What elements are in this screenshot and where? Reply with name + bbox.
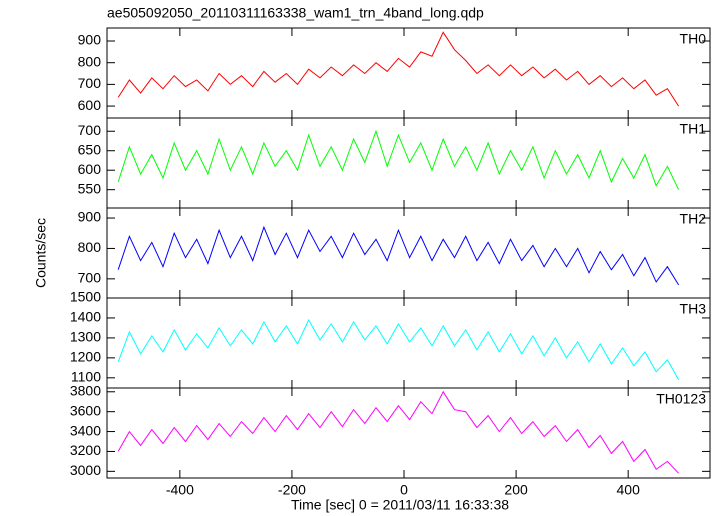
y-tick-label: 1200 bbox=[70, 349, 101, 365]
y-tick-label: 600 bbox=[78, 97, 102, 113]
y-tick-label: 650 bbox=[78, 141, 102, 157]
y-tick-label: 800 bbox=[78, 239, 102, 255]
series-line bbox=[117, 225, 680, 286]
y-tick-label: 800 bbox=[78, 53, 102, 69]
y-tick-label: 600 bbox=[78, 161, 102, 177]
x-tick-label: 0 bbox=[400, 482, 408, 498]
panel-label: TH2 bbox=[680, 211, 707, 227]
y-tick-label: 1300 bbox=[70, 329, 101, 345]
panel-label: TH1 bbox=[680, 121, 707, 137]
panel-frame bbox=[106, 27, 711, 119]
panel-frame bbox=[106, 117, 711, 209]
y-tick-label: 700 bbox=[78, 122, 102, 138]
y-tick-label: 3600 bbox=[70, 402, 101, 418]
x-axis-label: Time [sec] 0 = 2011/03/11 16:33:38 bbox=[291, 497, 509, 513]
series-line bbox=[117, 318, 680, 381]
y-tick-label: 1400 bbox=[70, 309, 101, 325]
panel-label: TH3 bbox=[680, 301, 707, 317]
y-tick-label: 3200 bbox=[70, 442, 101, 458]
y-tick-label: 3000 bbox=[70, 462, 101, 478]
y-tick-label: 1100 bbox=[71, 369, 101, 385]
y-tick-label: 900 bbox=[78, 32, 102, 48]
y-tick-label: 700 bbox=[78, 270, 102, 286]
x-tick-label: 200 bbox=[504, 482, 528, 498]
x-tick-label: 400 bbox=[617, 482, 641, 498]
series-line bbox=[117, 129, 680, 190]
panel-frame bbox=[106, 387, 711, 479]
panel-label: TH0123 bbox=[656, 391, 706, 407]
series-line bbox=[117, 31, 680, 107]
x-tick-label: -400 bbox=[166, 482, 194, 498]
series-line bbox=[117, 390, 679, 474]
y-tick-label: 3400 bbox=[70, 422, 101, 438]
y-tick-label: 1500 bbox=[70, 289, 101, 305]
panel-frame bbox=[106, 207, 711, 299]
y-tick-label: 550 bbox=[78, 180, 102, 196]
panel-frame bbox=[106, 297, 711, 389]
y-tick-label: 3800 bbox=[70, 382, 101, 398]
chart-title: ae505092050_20110311163338_wam1_trn_4ban… bbox=[107, 5, 484, 21]
panel-label: TH0 bbox=[680, 31, 707, 47]
y-axis-label: Counts/sec bbox=[33, 218, 49, 288]
x-tick-label: -200 bbox=[278, 482, 306, 498]
y-tick-label: 900 bbox=[78, 209, 102, 225]
y-tick-label: 700 bbox=[78, 75, 102, 91]
